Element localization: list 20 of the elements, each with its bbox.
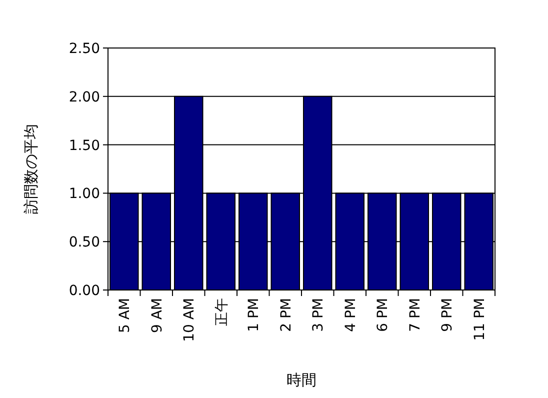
- x-tick-label: 6 PM: [375, 298, 392, 332]
- x-tick-label: 1 PM: [246, 298, 262, 332]
- x-tick-label: 7 PM: [407, 298, 424, 332]
- x-tick-label: 2 PM: [278, 298, 294, 332]
- y-tick-label: 1.50: [68, 138, 100, 154]
- y-tick-label: 0.50: [68, 234, 100, 251]
- x-tick-label: 5 AM: [117, 298, 134, 334]
- x-tick-label: 3 PM: [310, 298, 327, 332]
- x-tick-label: 9 AM: [149, 298, 166, 334]
- x-tick-label: 正午: [214, 298, 230, 326]
- x-axis-title: 時間: [286, 371, 316, 389]
- y-tick-label: 0.00: [68, 283, 100, 299]
- y-tick-label: 1.00: [68, 186, 100, 202]
- y-tick-label: 2.50: [68, 41, 100, 57]
- x-tick-label: 4 PM: [342, 298, 359, 332]
- x-tick-label: 11 PM: [472, 298, 488, 341]
- x-tick-label: 10 AM: [182, 298, 198, 342]
- y-axis-title: 訪問数の平均: [22, 124, 40, 214]
- y-tick-label: 2.00: [68, 89, 100, 106]
- x-tick-label: 9 PM: [440, 298, 456, 332]
